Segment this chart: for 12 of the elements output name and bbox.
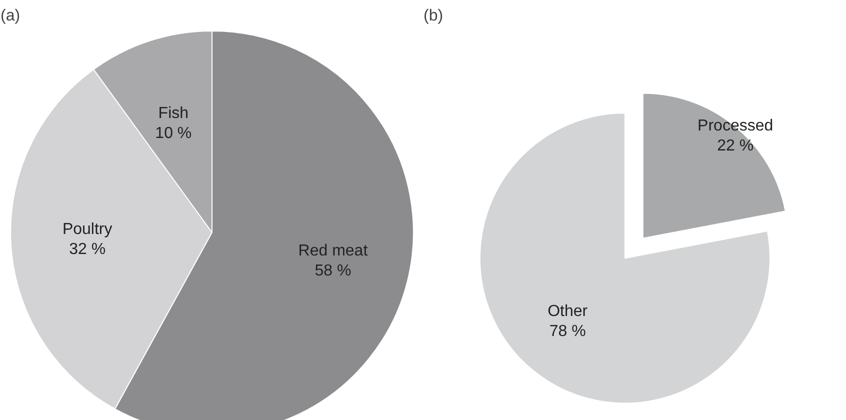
- chart-title: (b): [424, 8, 444, 24]
- slice-label: Poultry: [62, 221, 112, 238]
- slice-label: Processed: [698, 117, 774, 134]
- slice-label: Red meat: [298, 242, 368, 260]
- data-label: 32 %: [69, 241, 106, 258]
- data-label: 22 %: [717, 137, 754, 154]
- data-label: 58 %: [314, 262, 352, 280]
- data-label: 10 %: [155, 125, 192, 142]
- chart-title: (a): [0, 8, 20, 24]
- data-label: 78 %: [549, 323, 586, 340]
- slice-label: Other: [548, 303, 588, 320]
- slice-label: Fish: [158, 105, 189, 122]
